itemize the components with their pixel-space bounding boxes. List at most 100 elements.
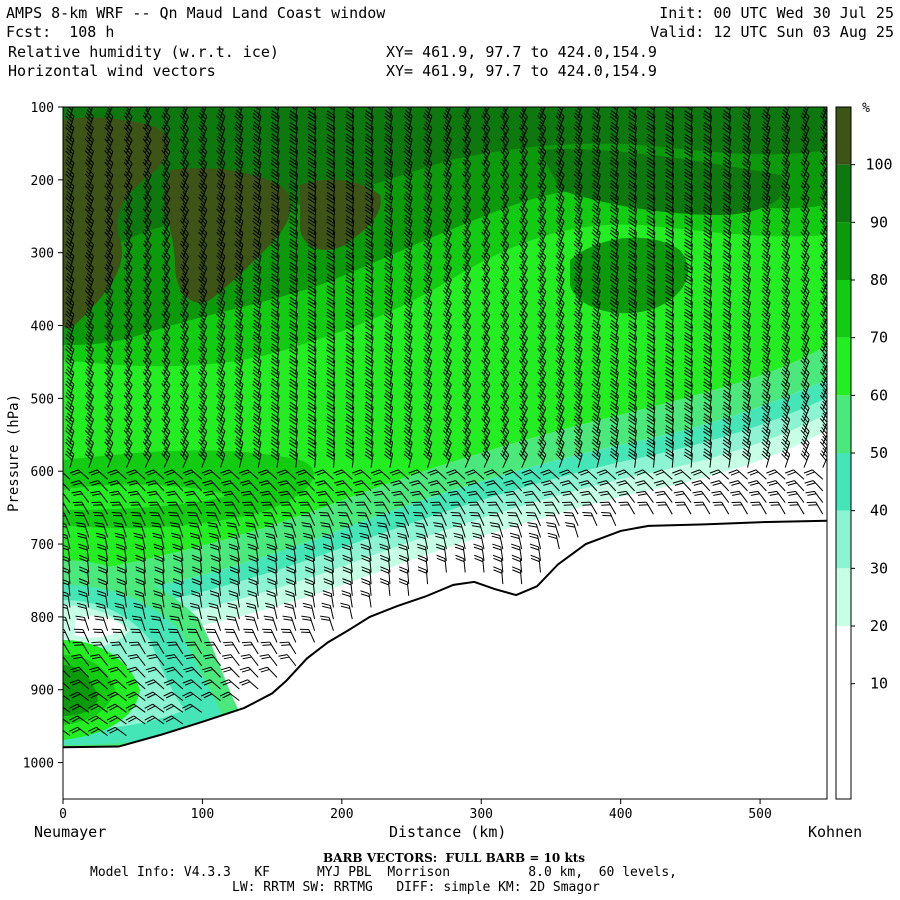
wind-barb	[270, 436, 280, 456]
wind-barb	[291, 107, 298, 118]
wind-barb	[84, 424, 94, 445]
wind-barb	[142, 365, 152, 387]
wind-barb	[442, 307, 452, 328]
wind-barb	[683, 203, 693, 223]
colorbar-level-label: 100	[865, 156, 892, 174]
wind-barb	[161, 307, 171, 328]
wind-barb	[540, 469, 560, 480]
wind-barb	[270, 296, 280, 317]
wind-barb	[323, 578, 334, 596]
wind-barb	[252, 179, 262, 200]
colorbar-swatch	[836, 395, 851, 453]
wind-barb	[518, 121, 528, 142]
wind-barb	[481, 179, 491, 200]
wind-barb	[635, 480, 654, 492]
wind-barb	[573, 156, 583, 177]
wind-barb	[65, 214, 75, 235]
wind-barb	[304, 566, 316, 585]
wind-barb	[481, 237, 491, 258]
x-end-label: Kohnen	[808, 823, 863, 841]
wind-barb	[667, 107, 674, 118]
wind-barb	[591, 331, 601, 352]
wind-barb	[84, 237, 94, 258]
wind-barb	[142, 226, 152, 247]
wind-barb	[741, 447, 751, 468]
wind-barb	[665, 390, 674, 410]
wind-barb	[309, 107, 317, 118]
wind-barb	[518, 109, 528, 130]
wind-barb	[489, 522, 504, 538]
wind-barb	[804, 480, 824, 492]
wind-barb	[142, 179, 152, 200]
wind-barb	[683, 157, 693, 177]
wind-barb	[247, 590, 259, 608]
wind-barb	[609, 168, 619, 188]
wind-barb	[555, 330, 565, 352]
wind-barb	[364, 284, 374, 305]
wind-barb	[316, 490, 334, 503]
wind-barb	[683, 122, 693, 142]
wind-barb	[154, 578, 165, 596]
wind-barb	[198, 412, 208, 433]
wind-barb	[340, 532, 353, 550]
wind-barb	[229, 566, 240, 585]
wind-barb	[216, 307, 226, 328]
wind-barb	[403, 366, 413, 387]
colorbar-level-label: 30	[870, 559, 888, 577]
wind-barb	[705, 107, 712, 118]
wind-barb	[123, 354, 133, 375]
colorbar-swatch	[836, 107, 851, 165]
wind-barb	[142, 319, 152, 340]
wind-barb	[337, 512, 353, 527]
wind-barb	[123, 447, 133, 468]
wind-barb	[307, 448, 317, 468]
wind-barb	[360, 590, 372, 608]
wind-barb	[216, 191, 226, 212]
wind-barb	[483, 469, 504, 480]
wind-barb	[665, 168, 674, 188]
wind-barb	[761, 272, 771, 293]
wind-barb	[234, 191, 244, 212]
wind-barb	[142, 354, 152, 375]
wind-barb	[555, 295, 565, 317]
wind-barb	[761, 401, 771, 422]
wind-barb	[390, 480, 410, 492]
wind-barb	[510, 543, 523, 561]
wind-barb	[216, 167, 226, 189]
wind-barb	[781, 226, 791, 247]
wind-barb	[142, 412, 152, 433]
wind-barb	[683, 285, 693, 305]
wind-barb	[665, 226, 674, 247]
wind-barb	[627, 343, 637, 363]
wind-barb	[364, 226, 374, 247]
wind-barb	[800, 156, 810, 177]
wind-barb	[134, 543, 146, 561]
wind-barb	[442, 342, 452, 363]
wind-barb	[234, 202, 244, 223]
wind-barb	[591, 179, 601, 200]
wind-barb	[179, 237, 189, 258]
wind-barb	[481, 109, 491, 130]
wind-barb	[216, 354, 226, 375]
wind-barb	[481, 191, 491, 212]
wind-barb	[500, 447, 510, 468]
wind-barb	[591, 226, 601, 247]
wind-barb	[285, 554, 297, 573]
wind-barb	[179, 400, 189, 422]
wind-barb	[94, 522, 109, 538]
wind-barb	[562, 501, 579, 515]
wind-barb	[288, 320, 298, 340]
wind-barb	[767, 490, 786, 503]
wind-barb	[627, 238, 637, 258]
wind-barb	[627, 121, 637, 142]
wind-barb	[442, 354, 452, 375]
wind-barb	[288, 121, 298, 142]
wind-barb	[627, 261, 637, 282]
wind-barb	[252, 273, 262, 293]
wind-barb	[288, 401, 298, 422]
wind-barb	[234, 284, 244, 305]
wind-barb	[142, 167, 152, 189]
wind-barb	[462, 342, 472, 363]
wind-barb	[123, 226, 133, 247]
wind-barb	[84, 400, 94, 422]
